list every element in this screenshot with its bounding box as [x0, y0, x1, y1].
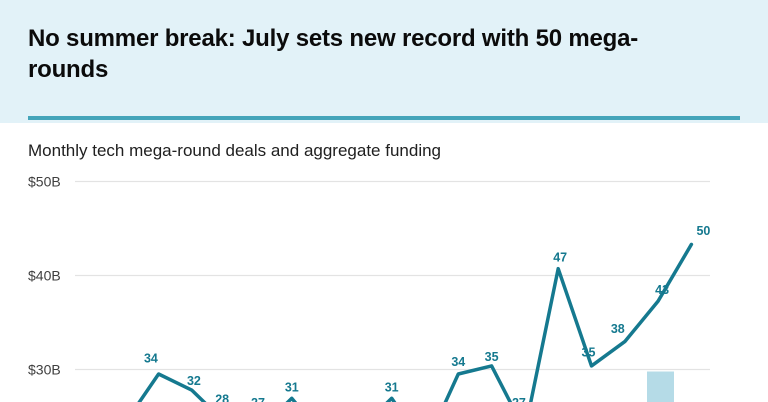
deal-count-label: 28 — [118, 401, 132, 402]
deal-count-label: 38 — [611, 322, 625, 336]
deal-count-label: 50 — [696, 224, 710, 238]
y-tick-label: $50B — [28, 174, 61, 190]
deal-count-label: 35 — [485, 350, 499, 364]
deals-line — [137, 242, 694, 402]
chart-subtitle: Monthly tech mega-round deals and aggreg… — [28, 141, 442, 160]
deal-count-label: 47 — [553, 251, 567, 265]
header-divider — [28, 116, 740, 120]
deal-count-label: 34 — [451, 355, 465, 369]
funding-bar — [647, 371, 674, 402]
deal-count-label: 27 — [512, 396, 526, 402]
y-tick-label: $30B — [28, 362, 61, 378]
deal-count-label: 31 — [385, 381, 399, 395]
header-banner: No summer break: July sets new record wi… — [0, 0, 768, 123]
deal-count-label: 34 — [144, 352, 158, 366]
deal-count-label: 28 — [215, 393, 229, 402]
deal-count-label: 43 — [655, 283, 669, 297]
deal-count-label: 31 — [285, 381, 299, 395]
page-title: No summer break: July sets new record wi… — [28, 25, 639, 83]
deal-count-label: 32 — [187, 374, 201, 388]
deal-count-label: 27 — [251, 396, 265, 402]
deal-count-label: 35 — [582, 346, 596, 360]
y-tick-label: $40B — [28, 268, 61, 284]
